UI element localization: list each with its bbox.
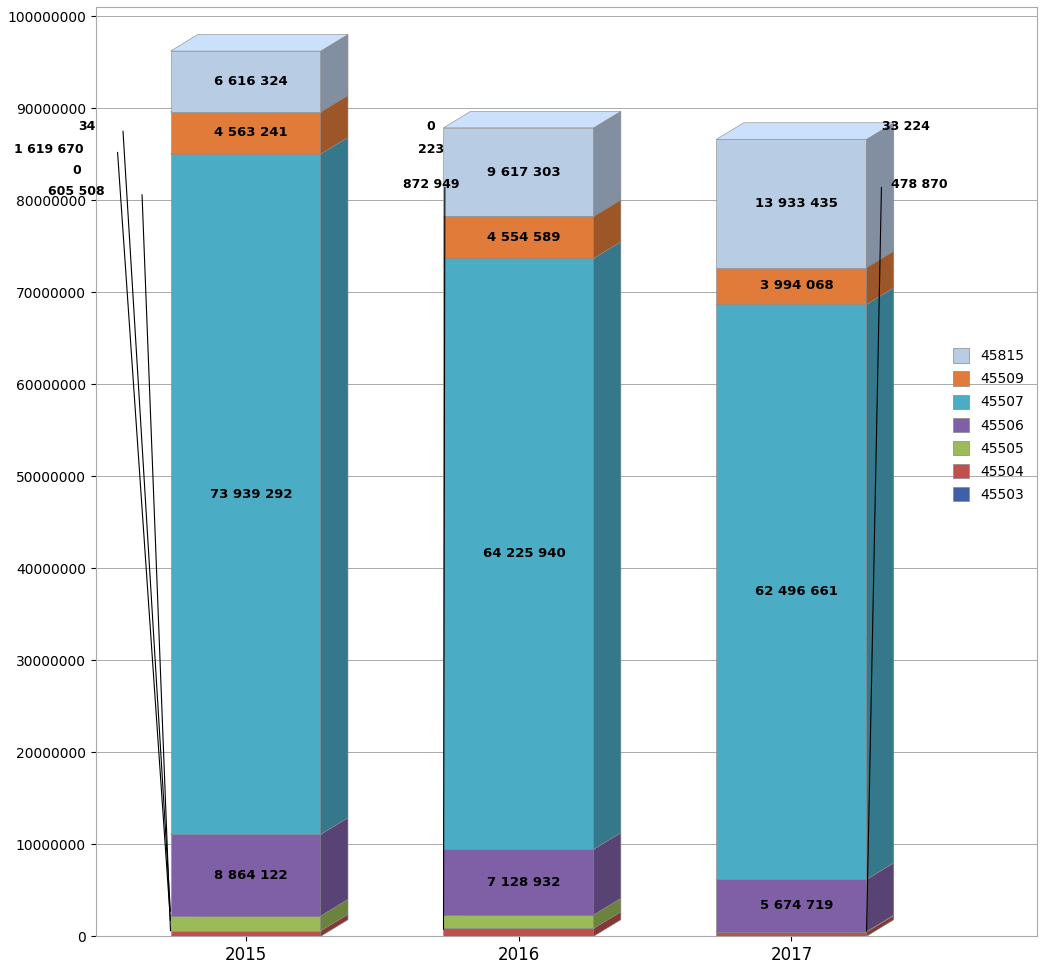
Polygon shape bbox=[321, 137, 348, 834]
Text: 5 674 719: 5 674 719 bbox=[760, 899, 833, 912]
Polygon shape bbox=[444, 242, 621, 258]
Text: 64 225 940: 64 225 940 bbox=[482, 548, 566, 560]
FancyBboxPatch shape bbox=[716, 140, 867, 268]
Polygon shape bbox=[594, 898, 621, 928]
Polygon shape bbox=[321, 915, 348, 936]
Polygon shape bbox=[594, 242, 621, 850]
Polygon shape bbox=[321, 818, 348, 916]
FancyBboxPatch shape bbox=[716, 880, 867, 931]
FancyBboxPatch shape bbox=[170, 112, 321, 154]
Polygon shape bbox=[444, 200, 621, 217]
Polygon shape bbox=[594, 200, 621, 258]
FancyBboxPatch shape bbox=[716, 304, 867, 880]
FancyBboxPatch shape bbox=[716, 932, 867, 936]
FancyBboxPatch shape bbox=[444, 258, 594, 850]
Polygon shape bbox=[321, 95, 348, 154]
Text: 33 224: 33 224 bbox=[882, 120, 930, 133]
Text: 0: 0 bbox=[72, 164, 80, 178]
FancyBboxPatch shape bbox=[444, 928, 594, 936]
Polygon shape bbox=[867, 122, 894, 268]
Text: 3 994 068: 3 994 068 bbox=[760, 280, 834, 292]
Polygon shape bbox=[170, 95, 348, 112]
Text: 8 864 122: 8 864 122 bbox=[214, 869, 288, 882]
Text: 6 616 324: 6 616 324 bbox=[214, 75, 288, 88]
Polygon shape bbox=[716, 122, 894, 140]
Text: 34: 34 bbox=[78, 120, 96, 133]
FancyBboxPatch shape bbox=[170, 931, 321, 936]
Polygon shape bbox=[716, 287, 894, 304]
Text: 605 508: 605 508 bbox=[48, 185, 104, 198]
Polygon shape bbox=[321, 35, 348, 112]
FancyBboxPatch shape bbox=[716, 268, 867, 304]
Polygon shape bbox=[716, 916, 894, 932]
Polygon shape bbox=[321, 899, 348, 931]
Text: 62 496 661: 62 496 661 bbox=[756, 586, 838, 598]
FancyBboxPatch shape bbox=[170, 916, 321, 931]
FancyBboxPatch shape bbox=[444, 915, 594, 928]
Polygon shape bbox=[867, 916, 894, 936]
Polygon shape bbox=[444, 112, 621, 128]
Polygon shape bbox=[594, 912, 621, 936]
Polygon shape bbox=[716, 251, 894, 268]
Polygon shape bbox=[444, 898, 621, 915]
Polygon shape bbox=[170, 899, 348, 916]
Polygon shape bbox=[867, 287, 894, 880]
Polygon shape bbox=[444, 912, 621, 928]
Polygon shape bbox=[170, 818, 348, 834]
Text: 1 619 670: 1 619 670 bbox=[15, 143, 84, 156]
Polygon shape bbox=[170, 915, 348, 931]
Text: 7 128 932: 7 128 932 bbox=[488, 876, 561, 888]
Polygon shape bbox=[594, 112, 621, 217]
FancyBboxPatch shape bbox=[444, 850, 594, 915]
Text: 0: 0 bbox=[427, 120, 435, 133]
Polygon shape bbox=[594, 833, 621, 915]
Text: 223: 223 bbox=[419, 143, 445, 156]
FancyBboxPatch shape bbox=[170, 154, 321, 834]
Text: 4 563 241: 4 563 241 bbox=[214, 126, 288, 140]
Text: 73 939 292: 73 939 292 bbox=[210, 487, 292, 501]
Text: 478 870: 478 870 bbox=[892, 178, 948, 191]
Text: 13 933 435: 13 933 435 bbox=[756, 197, 838, 210]
FancyBboxPatch shape bbox=[444, 128, 594, 217]
Polygon shape bbox=[867, 863, 894, 931]
FancyBboxPatch shape bbox=[170, 51, 321, 112]
Polygon shape bbox=[170, 137, 348, 154]
FancyBboxPatch shape bbox=[444, 217, 594, 258]
Polygon shape bbox=[867, 251, 894, 304]
Polygon shape bbox=[170, 35, 348, 51]
Polygon shape bbox=[444, 833, 621, 850]
Text: 9 617 303: 9 617 303 bbox=[488, 166, 561, 179]
Polygon shape bbox=[716, 915, 894, 931]
Text: 4 554 589: 4 554 589 bbox=[488, 231, 561, 244]
Legend: 45815, 45509, 45507, 45506, 45505, 45504, 45503: 45815, 45509, 45507, 45506, 45505, 45504… bbox=[947, 343, 1030, 508]
Polygon shape bbox=[867, 915, 894, 932]
Text: 872 949: 872 949 bbox=[403, 178, 459, 191]
Polygon shape bbox=[716, 863, 894, 880]
FancyBboxPatch shape bbox=[170, 834, 321, 916]
